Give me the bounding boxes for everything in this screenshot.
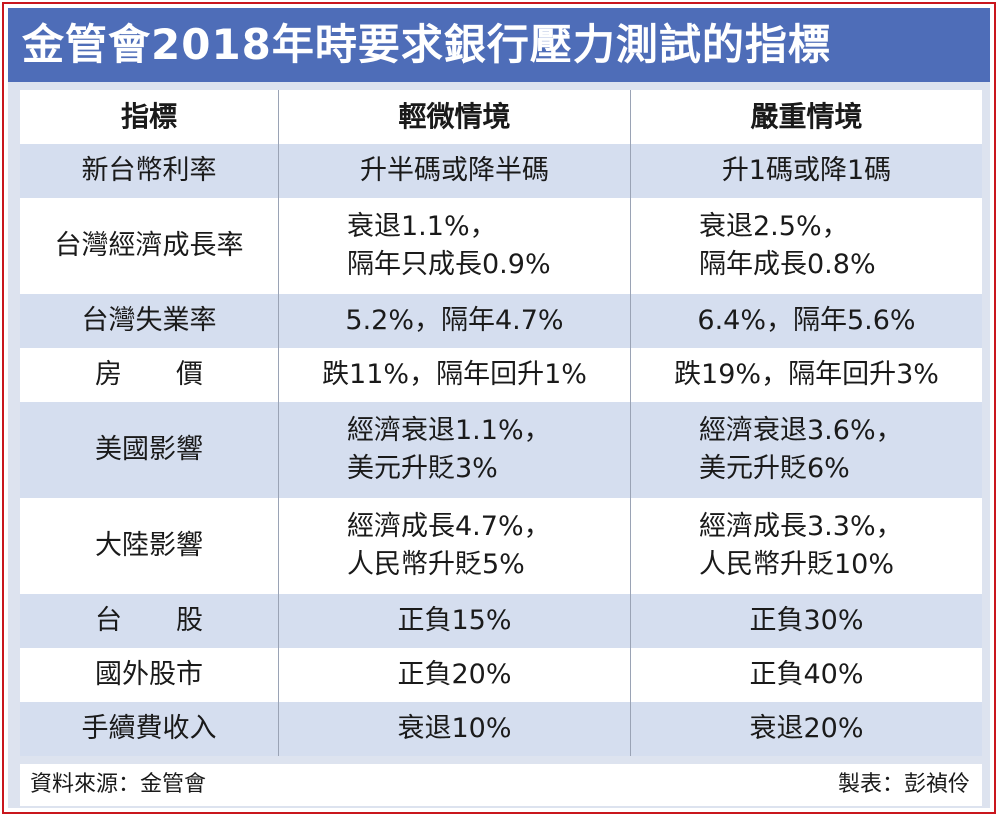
severe-cell-line: 隔年成長0.8%: [699, 249, 876, 280]
severe-cell: 衰退20%: [630, 702, 982, 756]
severe-cell-line: 經濟成長3.3%，: [699, 511, 903, 542]
table-row: 台 股 正負15% 正負30%: [20, 594, 982, 648]
mild-cell-line: 升半碼或降半碼: [360, 155, 549, 186]
severe-cell-line: 升1碼或降1碼: [721, 155, 892, 186]
table-row: 國外股市 正負20% 正負40%: [20, 648, 982, 702]
severe-cell: 經濟衰退3.6%， 美元升貶6%: [630, 402, 982, 498]
page-title: 金管會2018年時要求銀行壓力測試的指標: [8, 8, 990, 82]
mild-cell-line: 衰退1.1%，: [347, 211, 497, 242]
indicator-cell: 台 股: [20, 594, 278, 648]
mild-cell-line: 人民幣升貶5%: [347, 549, 525, 580]
severe-cell-line: 美元升貶6%: [699, 453, 850, 484]
mild-cell-line: 正負15%: [397, 605, 512, 636]
header-indicator: 指標: [20, 90, 278, 144]
severe-cell-line: 跌19%，隔年回升3%: [674, 359, 939, 390]
indicator-cell: 手續費收入: [20, 702, 278, 756]
mild-cell: 衰退1.1%， 隔年只成長0.9%: [278, 198, 630, 294]
mild-cell: 正負20%: [278, 648, 630, 702]
mild-cell-line: 經濟衰退1.1%，: [347, 415, 551, 446]
indicator-cell: 美國影響: [20, 402, 278, 498]
mild-cell: 衰退10%: [278, 702, 630, 756]
severe-cell: 6.4%，隔年5.6%: [630, 294, 982, 348]
mild-cell: 經濟衰退1.1%， 美元升貶3%: [278, 402, 630, 498]
severe-cell: 經濟成長3.3%， 人民幣升貶10%: [630, 498, 982, 594]
table-row: 手續費收入 衰退10% 衰退20%: [20, 702, 982, 756]
mild-cell: 經濟成長4.7%， 人民幣升貶5%: [278, 498, 630, 594]
severe-cell-line: 6.4%，隔年5.6%: [697, 305, 916, 336]
mild-cell-line: 經濟成長4.7%，: [347, 511, 551, 542]
mild-cell-line: 5.2%，隔年4.7%: [345, 305, 564, 336]
mild-cell: 正負15%: [278, 594, 630, 648]
table-header-row: 指標 輕微情境 嚴重情境: [20, 90, 982, 144]
table-row: 台灣經濟成長率 衰退1.1%， 隔年只成長0.9% 衰退2.5%， 隔年成長0.8%: [20, 198, 982, 294]
mild-cell-line: 跌11%，隔年回升1%: [322, 359, 587, 390]
maker-note: 製表：彭禎伶: [837, 772, 970, 797]
header-severe: 嚴重情境: [630, 90, 982, 144]
severe-cell-line: 人民幣升貶10%: [699, 549, 895, 580]
table-row: 大陸影響 經濟成長4.7%， 人民幣升貶5% 經濟成長3.3%， 人民幣升貶10%: [20, 498, 982, 594]
mild-cell: 跌11%，隔年回升1%: [278, 348, 630, 402]
severe-cell-line: 正負40%: [749, 659, 864, 690]
severe-cell-line: 經濟衰退3.6%，: [699, 415, 903, 446]
indicator-cell: 新台幣利率: [20, 144, 278, 198]
table-row: 台灣失業率 5.2%，隔年4.7% 6.4%，隔年5.6%: [20, 294, 982, 348]
indicator-cell: 國外股市: [20, 648, 278, 702]
source-note: 資料來源：金管會: [30, 772, 207, 797]
table-row: 新台幣利率 升半碼或降半碼 升1碼或降1碼: [20, 144, 982, 198]
mild-cell-line: 衰退10%: [397, 713, 512, 744]
severe-cell-line: 正負30%: [749, 605, 864, 636]
footer: 資料來源：金管會 製表：彭禎伶: [20, 764, 982, 806]
severe-cell: 升1碼或降1碼: [630, 144, 982, 198]
mild-cell-line: 隔年只成長0.9%: [347, 249, 551, 280]
severe-cell: 跌19%，隔年回升3%: [630, 348, 982, 402]
mild-cell: 5.2%，隔年4.7%: [278, 294, 630, 348]
header-mild: 輕微情境: [278, 90, 630, 144]
severe-cell: 正負40%: [630, 648, 982, 702]
severe-cell-line: 衰退2.5%，: [699, 211, 849, 242]
mild-cell-line: 美元升貶3%: [347, 453, 498, 484]
indicator-cell: 房 價: [20, 348, 278, 402]
severe-cell: 衰退2.5%， 隔年成長0.8%: [630, 198, 982, 294]
table-row: 房 價 跌11%，隔年回升1% 跌19%，隔年回升3%: [20, 348, 982, 402]
indicator-cell: 大陸影響: [20, 498, 278, 594]
mild-cell-line: 正負20%: [397, 659, 512, 690]
infographic-body: 金管會2018年時要求銀行壓力測試的指標 指標 輕微情境 嚴重情境 新台幣利率 升…: [8, 8, 990, 808]
severe-cell-line: 衰退20%: [749, 713, 864, 744]
mild-cell: 升半碼或降半碼: [278, 144, 630, 198]
table-row: 美國影響 經濟衰退1.1%， 美元升貶3% 經濟衰退3.6%， 美元升貶6%: [20, 402, 982, 498]
stress-test-table: 指標 輕微情境 嚴重情境 新台幣利率 升半碼或降半碼 升1碼或降1碼 台灣經濟成長率衰…: [20, 90, 982, 756]
indicator-cell: 台灣經濟成長率: [20, 198, 278, 294]
severe-cell: 正負30%: [630, 594, 982, 648]
indicator-cell: 台灣失業率: [20, 294, 278, 348]
